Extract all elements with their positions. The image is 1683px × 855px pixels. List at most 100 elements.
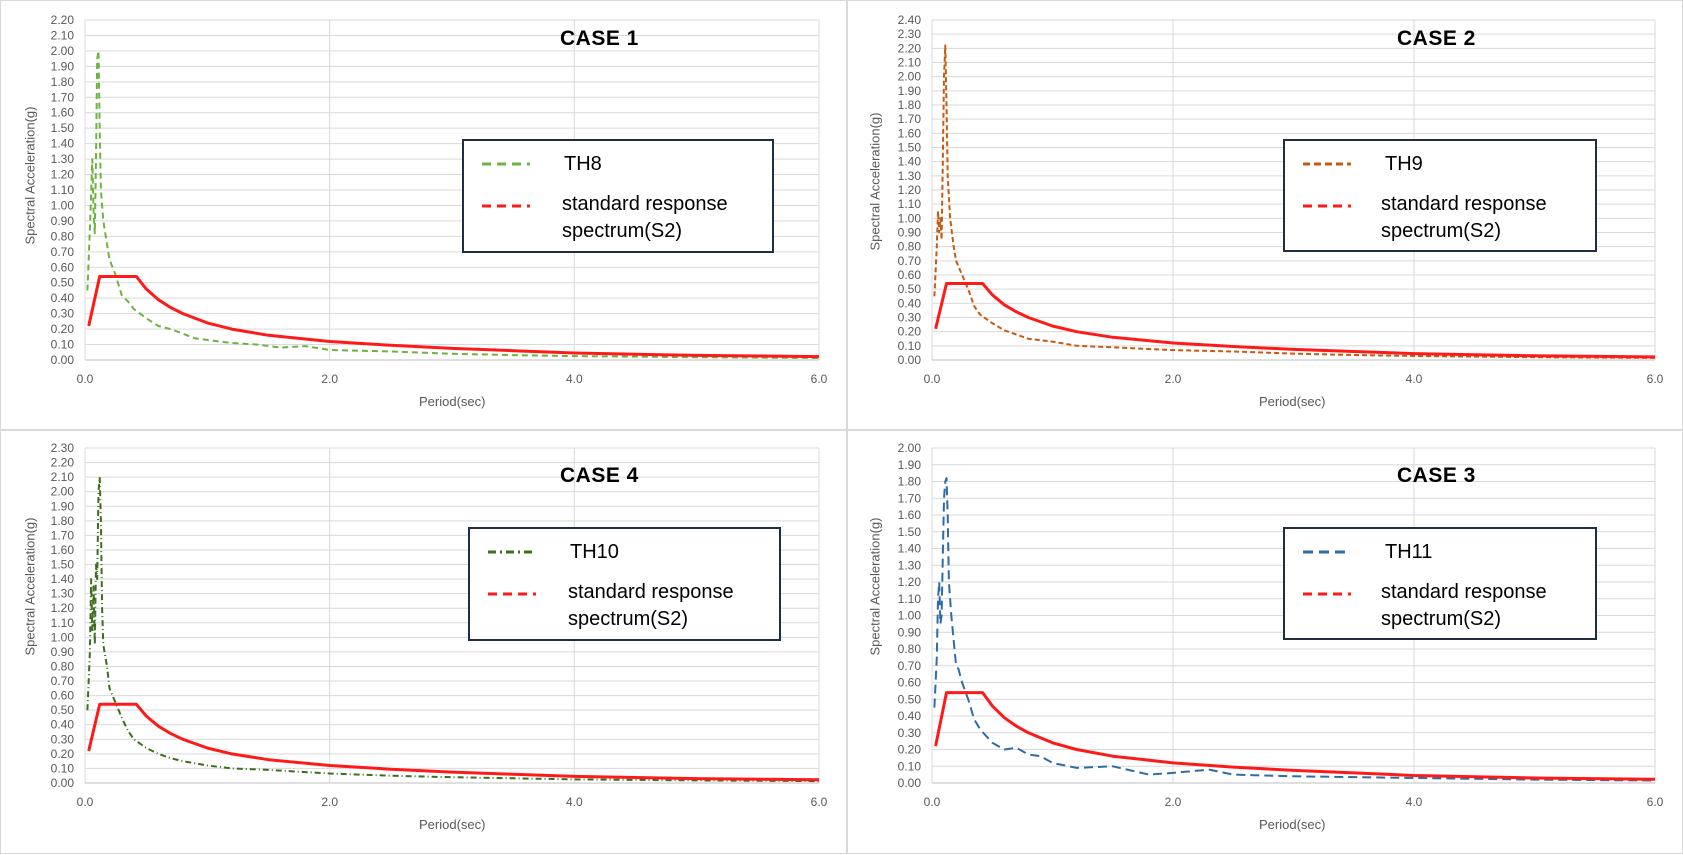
legend-label: standard response spectrum(S2): [568, 581, 734, 630]
y-tick-label: 1.00: [51, 198, 75, 212]
chart-panel-case-4: 0.00 0.10 0.20 0.30 0.40 0.50 0.60 0.70 0.80 0.90…: [0, 430, 847, 854]
y-tick-label: 1.80: [898, 98, 922, 112]
y-tick-label: 1.10: [51, 616, 75, 630]
y-tick-label: 0.30: [898, 311, 922, 325]
y-tick-label: 1.90: [898, 458, 922, 472]
chart-title: CASE 4: [560, 464, 639, 487]
chart-legend: TH9 standard response spectrum(S2): [1283, 139, 1597, 252]
series-line-th11: [933, 477, 1656, 782]
x-axis-label: Period(sec): [1259, 817, 1326, 832]
y-tick-label: 1.80: [51, 514, 75, 528]
x-tick-label: 6.0: [1647, 372, 1664, 386]
y-tick-label: 0.60: [898, 676, 922, 690]
y-tick-label: 1.20: [51, 601, 75, 615]
x-tick-label: 6.0: [1647, 795, 1664, 809]
x-axis-label: Period(sec): [419, 817, 486, 832]
legend-label: standard response spectrum(S2): [1381, 581, 1547, 630]
y-tick-label: 2.00: [898, 70, 922, 84]
y-tick-label: 0.40: [51, 291, 75, 305]
chart-title: CASE 3: [1397, 464, 1476, 487]
y-tick-label: 2.20: [898, 41, 922, 55]
y-tick-label: 1.00: [898, 211, 922, 225]
y-tick-label: 1.90: [898, 84, 922, 98]
legend-swatch-standard: [482, 204, 530, 208]
y-tick-label: 0.00: [51, 776, 75, 790]
y-axis-label: Spectral Acceleration(g): [22, 106, 38, 245]
y-tick-label: 1.70: [51, 90, 75, 104]
y-tick-label: 0.20: [51, 747, 75, 761]
y-tick-label: 0.10: [51, 761, 75, 775]
y-tick-label: 0.80: [51, 659, 75, 673]
x-tick-label: 0.0: [924, 795, 941, 809]
y-axis-label: Spectral Acceleration(g): [867, 517, 883, 656]
y-tick-label: 0.60: [51, 689, 75, 703]
y-tick-label: 1.20: [51, 168, 75, 182]
x-tick-label: 0.0: [77, 372, 94, 386]
y-tick-label: 1.10: [898, 592, 922, 606]
chart-legend: TH11 standard response spectrum(S2): [1283, 527, 1597, 640]
y-tick-label: 0.80: [898, 240, 922, 254]
chart-plot-case-3: 0.00 0.10 0.20 0.30 0.40 0.50 0.60 0.70 0.80 0.90…: [898, 441, 1664, 809]
y-tick-label: 0.50: [51, 703, 75, 717]
chart-panel-case-3: 0.00 0.10 0.20 0.30 0.40 0.50 0.60 0.70 0.80 0.90…: [847, 430, 1683, 854]
y-tick-label: 2.10: [51, 470, 75, 484]
y-tick-label: 1.90: [51, 499, 75, 513]
y-tick-label: 1.60: [51, 106, 75, 120]
y-tick-label: 0.10: [51, 338, 75, 352]
legend-swatch-th11: [1303, 550, 1351, 554]
y-tick-label: 1.30: [51, 152, 75, 166]
legend-swatch-th9: [1303, 162, 1351, 166]
y-tick-label: 1.30: [898, 169, 922, 183]
y-tick-label: 1.30: [51, 587, 75, 601]
y-tick-label: 1.60: [51, 543, 75, 557]
chart-plot-case-4: 0.000.100.200.300.400.500.600.700.800.90…: [51, 441, 828, 809]
y-tick-label: 1.50: [51, 558, 75, 572]
y-tick-label: 0.30: [51, 732, 75, 746]
y-tick-label: 0.40: [51, 718, 75, 732]
y-tick-label: 0.50: [898, 692, 922, 706]
y-tick-label: 1.00: [51, 630, 75, 644]
y-tick-label: 2.30: [898, 27, 922, 41]
x-tick-label: 4.0: [566, 372, 583, 386]
y-tick-label: 2.40: [898, 13, 922, 27]
y-tick-label: 1.60: [898, 126, 922, 140]
x-tick-label: 6.0: [811, 795, 828, 809]
y-tick-label: 1.40: [898, 155, 922, 169]
y-tick-label: 0.20: [898, 325, 922, 339]
series-line-th8: [86, 49, 820, 359]
series-line-th9: [933, 44, 1656, 359]
y-tick-label: 0.70: [898, 659, 922, 673]
y-tick-label: 0.00: [51, 353, 75, 367]
legend-label: TH11: [1385, 541, 1433, 563]
chart-title: CASE 2: [1397, 27, 1476, 50]
y-tick-label: 0.50: [898, 282, 922, 296]
y-tick-label: 0.10: [898, 339, 922, 353]
y-tick-label: 1.70: [898, 112, 922, 126]
chart-legend: TH10 standard response spectrum(S2): [468, 527, 781, 641]
y-tick-label: 2.00: [51, 485, 75, 499]
y-tick-label: 0.80: [898, 642, 922, 656]
y-tick-label: 2.10: [51, 28, 75, 42]
y-tick-label: 0.20: [898, 743, 922, 757]
y-tick-label: 1.20: [898, 575, 922, 589]
y-tick-label: 0.70: [51, 674, 75, 688]
x-tick-label: 0.0: [924, 372, 941, 386]
chart-plot-case-1: 0.000.10 0.200.30 0.400.50 0.600.70 0.800.90…: [51, 13, 828, 386]
y-tick-label: 0.90: [898, 226, 922, 240]
y-tick-label: 1.50: [51, 121, 75, 135]
y-tick-label: 1.70: [898, 491, 922, 505]
series-line-standard-response-spectrum-s2: [87, 275, 820, 359]
legend-swatch-th10: [488, 550, 536, 554]
series-line-th10: [86, 476, 820, 783]
y-axis-label: Spectral Acceleration(g): [867, 112, 883, 251]
y-tick-label: 0.10: [898, 759, 922, 773]
y-tick-label: 1.40: [898, 542, 922, 556]
x-tick-label: 4.0: [1406, 372, 1423, 386]
y-tick-label: 0.90: [51, 645, 75, 659]
y-tick-label: 1.00: [898, 609, 922, 623]
y-tick-label: 0.20: [51, 322, 75, 336]
y-tick-label: 1.50: [898, 141, 922, 155]
chart-legend: TH8 standard response spectrum(S2): [462, 139, 774, 253]
y-tick-label: 1.50: [898, 525, 922, 539]
y-tick-label: 0.90: [898, 625, 922, 639]
